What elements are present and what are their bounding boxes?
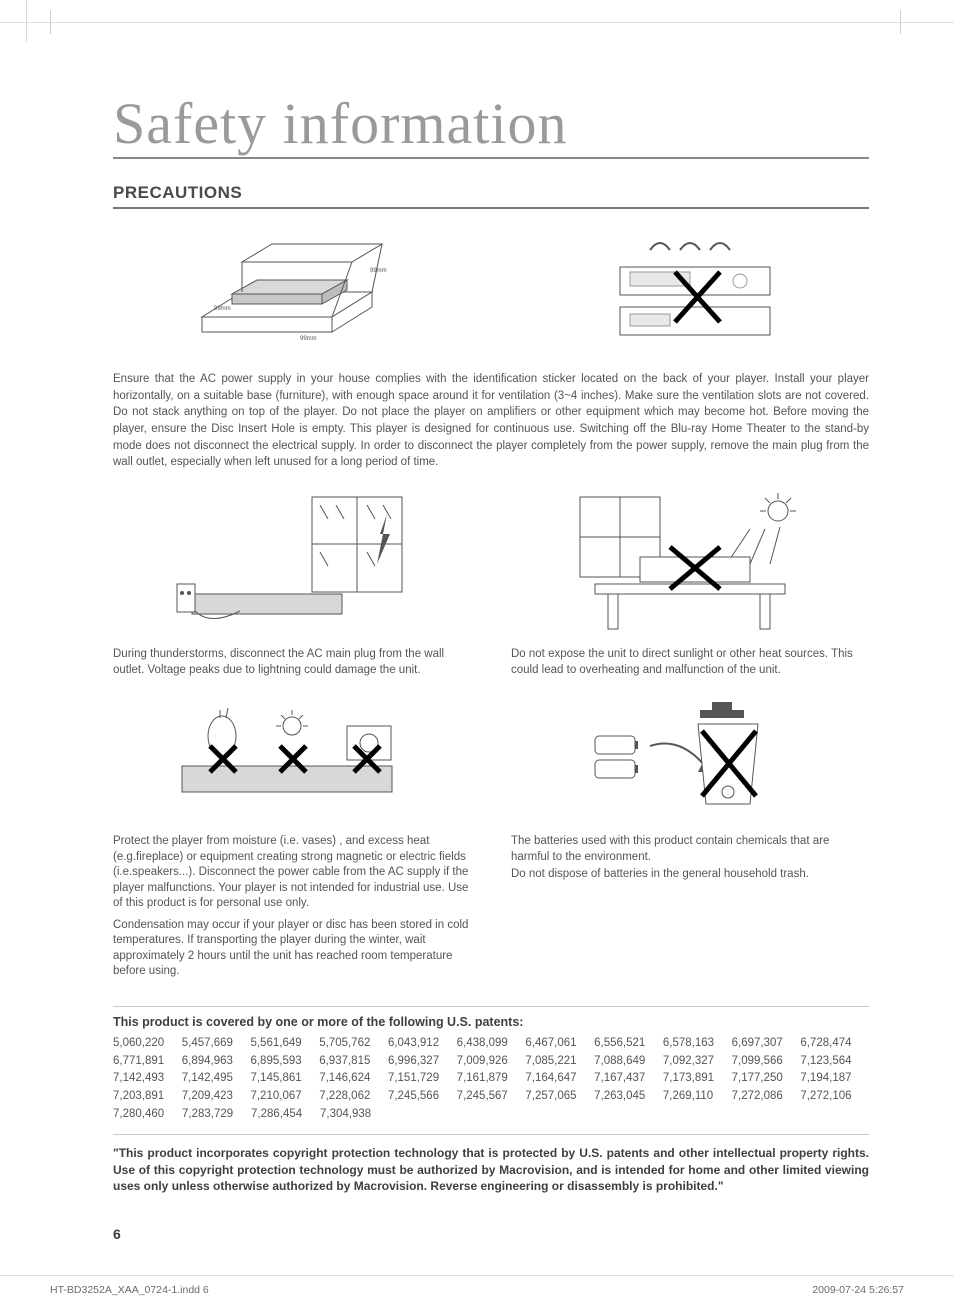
patent-number: 6,467,061 (525, 1035, 594, 1053)
patent-number: 7,142,495 (182, 1070, 251, 1088)
page-title: Safety information (113, 95, 869, 159)
patent-number: 7,203,891 (113, 1088, 182, 1106)
figure-no-stacking (511, 227, 869, 357)
patents-row: 7,142,4937,142,4957,145,8617,146,6247,15… (113, 1070, 869, 1088)
crop-tick-outer (26, 0, 27, 42)
patent-number: 5,705,762 (319, 1035, 388, 1053)
patent-number: 7,269,110 (663, 1088, 732, 1106)
patent-number: 7,145,861 (250, 1070, 319, 1088)
patents-title: This product is covered by one or more o… (113, 1015, 869, 1029)
patent-number: 6,697,307 (732, 1035, 801, 1053)
patent-number: 7,123,564 (800, 1053, 869, 1071)
caption-moisture-a: Protect the player from moisture (i.e. v… (113, 834, 471, 912)
patent-number: 7,272,086 (732, 1088, 801, 1106)
patent-number: 6,578,163 (663, 1035, 732, 1053)
patent-number: 7,146,624 (319, 1070, 388, 1088)
patents-box: This product is covered by one or more o… (113, 1006, 869, 1135)
patent-number: 6,771,891 (113, 1053, 182, 1071)
caption-batteries-b: Do not dispose of batteries in the gener… (511, 867, 869, 883)
patent-number: 7,085,221 (525, 1053, 594, 1071)
patent-number: 5,060,220 (113, 1035, 182, 1053)
figure-ventilation-clearance: 99mm 99mm 99mm (113, 227, 471, 357)
patents-row: 6,771,8916,894,9636,895,5936,937,8156,99… (113, 1053, 869, 1071)
patent-number: 5,457,669 (182, 1035, 251, 1053)
patents-row: 7,203,8917,209,4237,210,0677,228,0627,24… (113, 1088, 869, 1106)
patent-number: 7,228,062 (319, 1088, 388, 1106)
footer-filename: HT-BD3252A_XAA_0724-1.indd 6 (50, 1284, 209, 1296)
caption-sunlight: Do not expose the unit to direct sunligh… (511, 647, 869, 678)
macrovision-legal: "This product incorporates copyright pro… (113, 1145, 869, 1195)
svg-text:99mm: 99mm (370, 268, 387, 274)
patent-number: 7,286,454 (251, 1106, 320, 1124)
patent-number: 6,937,815 (319, 1053, 388, 1071)
footer-timestamp: 2009-07-24 5:26:57 (812, 1284, 904, 1296)
svg-text:99mm: 99mm (300, 336, 317, 342)
patent-number: 7,009,926 (457, 1053, 526, 1071)
patent-number: 7,173,891 (663, 1070, 732, 1088)
patent-number: 7,245,567 (457, 1088, 526, 1106)
figure-thunderstorm (113, 489, 471, 639)
figure-no-sunlight (511, 489, 869, 639)
patent-number: 6,894,963 (182, 1053, 251, 1071)
caption-batteries-a: The batteries used with this product con… (511, 834, 869, 865)
precautions-paragraph: Ensure that the AC power supply in your … (113, 371, 869, 471)
caption-thunderstorm: During thunderstorms, disconnect the AC … (113, 647, 471, 678)
patents-grid: 5,060,2205,457,6695,561,6495,705,7626,04… (113, 1035, 869, 1124)
patent-number: 7,167,437 (594, 1070, 663, 1088)
patent-number: 7,210,067 (250, 1088, 319, 1106)
patent-number: 6,996,327 (388, 1053, 457, 1071)
patent-number: 6,556,521 (594, 1035, 663, 1053)
section-heading: PRECAUTIONS (113, 183, 869, 209)
patent-number: 7,161,879 (457, 1070, 526, 1088)
patent-number: 7,280,460 (113, 1106, 182, 1124)
patent-number: 7,151,729 (388, 1070, 457, 1088)
figure-no-battery-trash (511, 696, 869, 826)
patents-row: 5,060,2205,457,6695,561,6495,705,7626,04… (113, 1035, 869, 1053)
patent-number: 7,245,566 (388, 1088, 457, 1106)
page-number: 6 (113, 1226, 121, 1242)
crop-tick-left (50, 10, 51, 34)
patent-number: 6,043,912 (388, 1035, 457, 1053)
patent-number: 7,209,423 (182, 1088, 251, 1106)
caption-moisture-b: Condensation may occur if your player or… (113, 918, 471, 980)
patent-number: 7,142,493 (113, 1070, 182, 1088)
patent-number: 7,257,065 (525, 1088, 594, 1106)
patent-number: 5,561,649 (250, 1035, 319, 1053)
svg-text:99mm: 99mm (214, 306, 231, 312)
patent-number: 6,728,474 (800, 1035, 869, 1053)
patent-number: 6,438,099 (457, 1035, 526, 1053)
patent-number: 6,895,593 (250, 1053, 319, 1071)
figure-no-moisture-heat-magnets (113, 696, 471, 826)
patent-number: 7,164,647 (525, 1070, 594, 1088)
patents-row: 7,280,4607,283,7297,286,4547,304,938 (113, 1106, 869, 1124)
patent-number: 7,194,187 (800, 1070, 869, 1088)
crop-tick-right (900, 10, 901, 34)
footer-crop-rule (0, 1275, 954, 1276)
patent-number: 7,177,250 (732, 1070, 801, 1088)
patent-number: 7,283,729 (182, 1106, 251, 1124)
patent-number: 7,304,938 (320, 1106, 389, 1124)
top-crop-rule (0, 22, 954, 23)
patent-number: 7,263,045 (594, 1088, 663, 1106)
patent-number: 7,272,106 (800, 1088, 869, 1106)
patent-number: 7,088,649 (594, 1053, 663, 1071)
patent-number: 7,099,566 (732, 1053, 801, 1071)
patent-number: 7,092,327 (663, 1053, 732, 1071)
